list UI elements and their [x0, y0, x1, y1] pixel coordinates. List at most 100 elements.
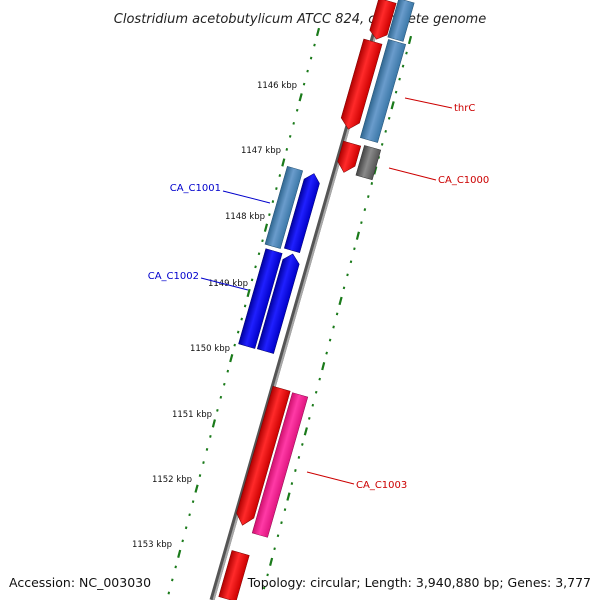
gene-label-ca-c1003: CA_C1003 [356, 480, 407, 491]
outer-scale-tick [266, 573, 269, 577]
feature-ca-c1000-cds[interactable] [335, 140, 362, 175]
label-ca-c1000[interactable]: CA_C1000 [388, 167, 489, 186]
outer-scale-tick [314, 390, 318, 394]
inner-scale-tick [288, 134, 292, 138]
inner-scale-tick [271, 200, 275, 204]
inner-scale-tick [236, 330, 240, 334]
feature-thrc-forward[interactable] [368, 0, 415, 42]
outer-scale-tick [349, 260, 353, 264]
scale-label-1149: 1149 kbp [208, 279, 248, 289]
inner-scale-tick [257, 252, 261, 256]
outer-scale-tick [294, 469, 297, 472]
outer-scale-tick [387, 116, 391, 120]
inner-scale-tick [188, 513, 191, 517]
outer-scale-tick [311, 403, 315, 407]
label-thrc[interactable]: thrC [404, 97, 475, 114]
outer-scale-tick [338, 296, 343, 306]
feature-ca-c1000-gene[interactable] [355, 145, 382, 181]
scale-label-1150: 1150 kbp [190, 344, 230, 354]
inner-scale-tick [181, 539, 184, 543]
outer-scale-tick [303, 427, 308, 436]
outer-scale-tick [283, 508, 287, 512]
feature-ca-c1003-cds[interactable] [234, 385, 291, 527]
outer-scale-tick [318, 377, 321, 381]
outer-scale-tick [273, 547, 276, 551]
inner-scale-tick [263, 223, 269, 232]
feature-ca-c1001-gene[interactable] [264, 166, 304, 249]
inner-scale-tick [226, 369, 230, 373]
inner-scale-tick [295, 108, 299, 112]
outer-scale-tick [401, 64, 405, 68]
outer-scale-tick [373, 166, 378, 175]
inner-scale-tick [191, 500, 195, 504]
label-ca-c1002[interactable]: CA_C1002 [148, 271, 249, 291]
outer-scale-tick [384, 129, 387, 133]
outer-scale-tick [360, 221, 363, 225]
outer-scale-tick [308, 416, 311, 420]
inner-scale-tick [233, 343, 236, 347]
inner-scale-tick [174, 565, 177, 569]
inner-scale-tick [281, 158, 286, 167]
gene-label-ca-c1002: CA_C1002 [148, 271, 199, 282]
outer-scale-tick [342, 286, 346, 290]
inner-scale-tick [184, 526, 188, 530]
map-title: Clostridium acetobutylicum ATCC 824, com… [114, 12, 486, 27]
scale-label-1147: 1147 kbp [241, 146, 281, 156]
genome-summary: Topology: circular; Length: 3,940,880 bp… [247, 575, 591, 590]
gene-label-ca-c1000: CA_C1000 [438, 175, 489, 186]
scale-label-1152: 1152 kbp [152, 475, 192, 485]
feature-thrc-gene[interactable] [359, 39, 407, 143]
outer-scale-tick [297, 456, 301, 459]
label-ca-c1001[interactable]: CA_C1001 [170, 183, 271, 204]
inner-scale-tick [171, 578, 174, 582]
scale-ticks-outer [262, 35, 413, 590]
inner-scale-tick [177, 549, 182, 558]
feature-ca-c1002-gene[interactable] [238, 248, 283, 349]
outer-scale-tick [380, 142, 384, 146]
inner-scale-tick [275, 187, 278, 190]
scale-label-1153: 1153 kbp [132, 540, 172, 550]
accession-text: Accession: NC_003030 [9, 575, 151, 590]
inner-scale-tick [243, 304, 247, 308]
feature-thrc-cds[interactable] [339, 38, 383, 132]
feature-ca-c1002-cds[interactable] [256, 252, 301, 354]
feature-next-cds[interactable] [218, 550, 250, 600]
gene-label-thrc: thrC [454, 103, 475, 114]
outer-scale-tick [332, 325, 335, 329]
inner-scale-tick [268, 213, 271, 217]
outer-scale-tick [328, 338, 332, 342]
inner-scale-tick [194, 484, 199, 493]
inner-scale-tick [223, 382, 226, 386]
outer-scale-tick [394, 90, 398, 94]
scale-label-1146: 1146 kbp [257, 81, 297, 91]
outer-scale-tick [407, 35, 413, 45]
outer-scale-tick [325, 351, 328, 355]
outer-scale-tick [367, 195, 370, 198]
inner-scale-tick [211, 419, 216, 428]
inner-scale-tick [216, 408, 219, 412]
scale-label-1148: 1148 kbp [225, 212, 265, 222]
inner-scale-tick [254, 265, 257, 269]
label-ca-c1003[interactable]: CA_C1003 [306, 471, 407, 491]
outer-scale-tick [290, 482, 294, 485]
outer-scale-tick [280, 521, 283, 525]
outer-scale-tick [346, 273, 349, 277]
inner-scale-tick [285, 148, 289, 151]
feature-ca-c1001-cds[interactable] [283, 171, 321, 253]
outer-scale-tick [405, 51, 408, 55]
feature-ca-c1003-gene[interactable] [251, 392, 309, 538]
outer-scale-tick [276, 534, 280, 538]
inner-scale-tick [315, 27, 321, 37]
inner-scale-tick [246, 288, 251, 298]
inner-scale-tick [278, 174, 282, 177]
outer-scale-tick [262, 586, 266, 590]
inner-scale-tick [309, 56, 313, 60]
inner-scale-tick [229, 354, 234, 363]
inner-scale-tick [313, 43, 316, 47]
inner-scale-tick [298, 93, 303, 102]
outer-scale-tick [398, 77, 401, 81]
outer-scale-tick [301, 443, 304, 446]
inner-scale-tick [209, 435, 212, 438]
inner-scale-tick [202, 461, 205, 464]
